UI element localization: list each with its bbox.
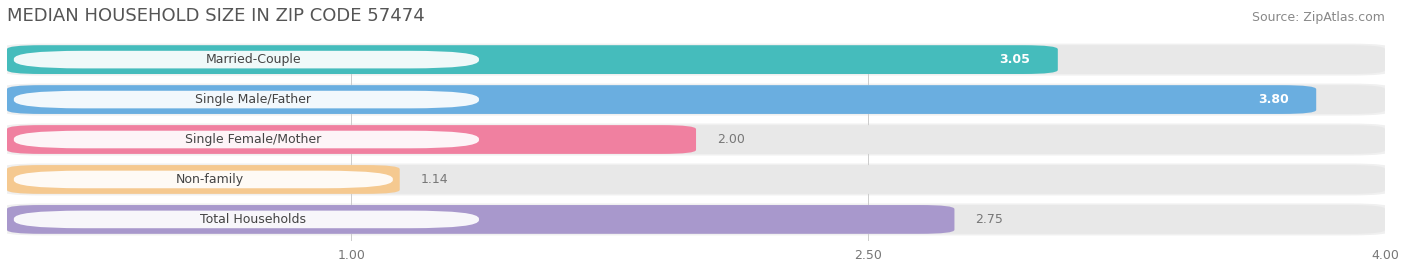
FancyBboxPatch shape: [0, 203, 1392, 235]
FancyBboxPatch shape: [14, 211, 479, 228]
FancyBboxPatch shape: [14, 91, 479, 108]
FancyBboxPatch shape: [14, 51, 479, 68]
FancyBboxPatch shape: [7, 125, 696, 154]
FancyBboxPatch shape: [7, 205, 1385, 234]
Text: MEDIAN HOUSEHOLD SIZE IN ZIP CODE 57474: MEDIAN HOUSEHOLD SIZE IN ZIP CODE 57474: [7, 7, 425, 25]
FancyBboxPatch shape: [7, 45, 1385, 74]
Text: Total Households: Total Households: [200, 213, 307, 226]
FancyBboxPatch shape: [0, 164, 1392, 196]
Text: 1.14: 1.14: [420, 173, 449, 186]
FancyBboxPatch shape: [0, 123, 1392, 155]
Text: 2.00: 2.00: [717, 133, 745, 146]
FancyBboxPatch shape: [7, 205, 955, 234]
FancyBboxPatch shape: [7, 85, 1316, 114]
FancyBboxPatch shape: [7, 165, 1385, 194]
FancyBboxPatch shape: [14, 171, 392, 188]
FancyBboxPatch shape: [7, 45, 1057, 74]
Text: Married-Couple: Married-Couple: [205, 53, 301, 66]
FancyBboxPatch shape: [0, 44, 1392, 76]
FancyBboxPatch shape: [0, 84, 1392, 116]
FancyBboxPatch shape: [14, 131, 479, 148]
FancyBboxPatch shape: [7, 85, 1385, 114]
FancyBboxPatch shape: [7, 165, 399, 194]
Text: Single Male/Father: Single Male/Father: [195, 93, 311, 106]
Text: Non-family: Non-family: [176, 173, 245, 186]
Text: 2.75: 2.75: [976, 213, 1002, 226]
Text: 3.05: 3.05: [1000, 53, 1031, 66]
Text: 3.80: 3.80: [1258, 93, 1289, 106]
Text: Single Female/Mother: Single Female/Mother: [186, 133, 322, 146]
FancyBboxPatch shape: [7, 125, 1385, 154]
Text: Source: ZipAtlas.com: Source: ZipAtlas.com: [1251, 11, 1385, 24]
